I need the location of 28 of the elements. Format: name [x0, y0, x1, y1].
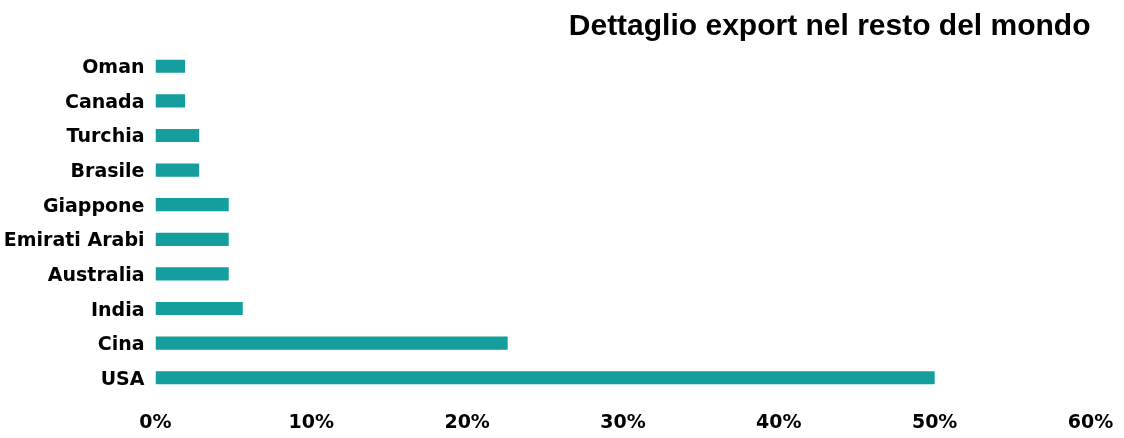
- bar: [155, 336, 508, 350]
- bar: [155, 198, 229, 212]
- x-tick-label: 60%: [1067, 409, 1114, 432]
- bar: [155, 163, 200, 177]
- x-tick-label: 20%: [444, 409, 490, 432]
- chart-title: Dettaglio export nel resto del mondo: [568, 7, 1091, 41]
- bar: [155, 267, 229, 281]
- y-tick-label: Cina: [97, 332, 145, 355]
- bar: [155, 94, 186, 108]
- y-tick-label: Emirati Arabi: [3, 228, 145, 251]
- y-tick-label: USA: [100, 366, 145, 389]
- bar: [155, 371, 935, 385]
- y-tick-label: Canada: [64, 89, 145, 112]
- x-tick-label: 0%: [139, 409, 172, 432]
- x-tick-label: 30%: [600, 409, 646, 432]
- bar: [155, 128, 200, 143]
- x-tick-label: 40%: [756, 409, 802, 432]
- y-tick-label: Giappone: [42, 193, 145, 216]
- y-tick-label: Brasile: [70, 159, 145, 182]
- y-tick-label: India: [90, 297, 145, 320]
- x-tick-label: 50%: [911, 409, 958, 432]
- bar: [155, 59, 186, 73]
- x-tick-label: 10%: [288, 409, 335, 432]
- y-tick-label: Australia: [47, 262, 145, 285]
- y-tick-label: Oman: [82, 55, 145, 78]
- bar: [155, 301, 243, 316]
- bar: [155, 232, 229, 246]
- y-tick-label: Turchia: [66, 124, 145, 147]
